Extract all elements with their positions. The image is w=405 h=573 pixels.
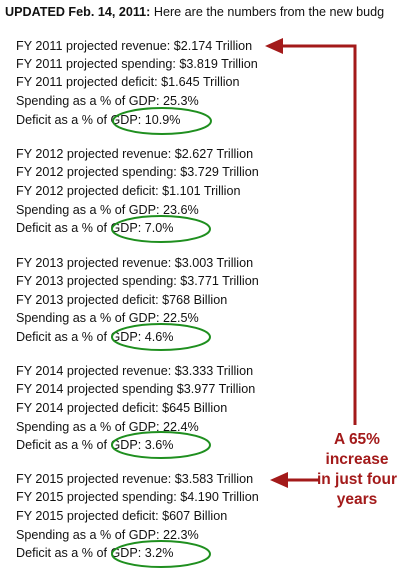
fy2015-deficit-gdp: Deficit as a % of GDP: 3.2%: [16, 546, 174, 560]
annotation-line-4: years: [336, 491, 378, 508]
fy2014-spending-gdp: Spending as a % of GDP: 22.4%: [16, 420, 199, 434]
highlight-oval-2014: [111, 431, 211, 459]
annotation-line-3: in just four: [316, 471, 398, 488]
highlight-oval-2012: [111, 215, 211, 243]
fy2015-spending-gdp: Spending as a % of GDP: 22.3%: [16, 528, 199, 542]
highlight-ovals: [111, 107, 212, 568]
arrow-head-bottom: [270, 472, 288, 488]
fy2011-spending: FY 2011 projected spending: $3.819 Trill…: [16, 57, 258, 71]
update-header: UPDATED Feb. 14, 2011: Here are the numb…: [5, 4, 384, 20]
fy2011-spending-gdp: Spending as a % of GDP: 25.3%: [16, 94, 199, 108]
fy2012-spending-gdp: Spending as a % of GDP: 23.6%: [16, 203, 199, 217]
increase-annotation: A 65% increase in just four years: [308, 430, 405, 510]
fy2013-revenue: FY 2013 projected revenue: $3.003 Trilli…: [16, 256, 254, 270]
highlight-oval-2015: [111, 540, 211, 568]
fy2015-revenue: FY 2015 projected revenue: $3.583 Trilli…: [16, 472, 254, 486]
highlight-oval-2013: [111, 323, 211, 351]
fy2014-revenue: FY 2014 projected revenue: $3.333 Trilli…: [16, 364, 254, 378]
arrow-head-top: [265, 38, 283, 54]
fy2012-spending: FY 2012 projected spending: $3.729 Trill…: [16, 165, 259, 179]
fy2013-spending: FY 2013 projected spending: $3.771 Trill…: [16, 274, 259, 288]
fy2013-spending-gdp: Spending as a % of GDP: 22.5%: [16, 311, 199, 325]
fy2012-deficit-gdp: Deficit as a % of GDP: 7.0%: [16, 221, 174, 235]
fy2013-deficit: FY 2013 projected deficit: $768 Billion: [16, 293, 228, 307]
fy2012-revenue: FY 2012 projected revenue: $2.627 Trilli…: [16, 147, 254, 161]
fy2015-spending: FY 2015 projected spending: $4.190 Trill…: [16, 490, 259, 504]
fy2011-deficit-gdp: Deficit as a % of GDP: 10.9%: [16, 113, 181, 127]
update-date-label: UPDATED Feb. 14, 2011:: [5, 5, 151, 19]
fy2015-deficit: FY 2015 projected deficit: $607 Billion: [16, 509, 228, 523]
fy2014-spending: FY 2014 projected spending $3.977 Trilli…: [16, 382, 256, 396]
comparison-bracket: [265, 38, 357, 488]
fy2013-deficit-gdp: Deficit as a % of GDP: 4.6%: [16, 330, 174, 344]
fy2011-deficit: FY 2011 projected deficit: $1.645 Trilli…: [16, 75, 240, 89]
fy2014-deficit: FY 2014 projected deficit: $645 Billion: [16, 401, 228, 415]
bracket-line-top: [280, 44, 357, 425]
highlight-oval-2011: [112, 107, 212, 135]
annotation-line-2: increase: [325, 451, 389, 468]
fy2011-revenue: FY 2011 projected revenue: $2.174 Trilli…: [16, 39, 253, 53]
update-header-text: Here are the numbers from the new budg: [150, 5, 385, 19]
fy2012-deficit: FY 2012 projected deficit: $1.101 Trilli…: [16, 184, 241, 198]
fy2014-deficit-gdp: Deficit as a % of GDP: 3.6%: [16, 438, 174, 452]
annotation-line-1: A 65%: [334, 431, 380, 448]
